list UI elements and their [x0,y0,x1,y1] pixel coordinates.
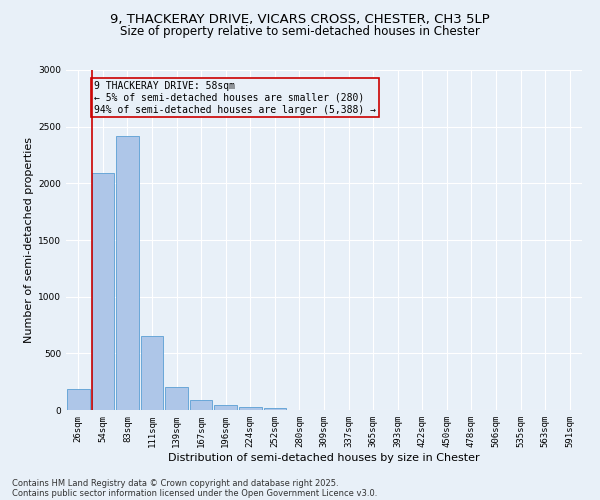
Text: 9, THACKERAY DRIVE, VICARS CROSS, CHESTER, CH3 5LP: 9, THACKERAY DRIVE, VICARS CROSS, CHESTE… [110,12,490,26]
Bar [92,173,114,410]
Bar [239,406,262,410]
Bar [263,408,286,410]
Y-axis label: Number of semi-detached properties: Number of semi-detached properties [24,137,34,343]
Text: Contains HM Land Registry data © Crown copyright and database right 2025.: Contains HM Land Registry data © Crown c… [12,478,338,488]
X-axis label: Distribution of semi-detached houses by size in Chester: Distribution of semi-detached houses by … [168,452,480,462]
Text: 9 THACKERAY DRIVE: 58sqm
← 5% of semi-detached houses are smaller (280)
94% of s: 9 THACKERAY DRIVE: 58sqm ← 5% of semi-de… [94,82,376,114]
Bar [116,136,139,410]
Text: Contains public sector information licensed under the Open Government Licence v3: Contains public sector information licen… [12,488,377,498]
Bar [190,400,212,410]
Bar [67,389,89,410]
Bar [214,406,237,410]
Bar [165,387,188,410]
Text: Size of property relative to semi-detached houses in Chester: Size of property relative to semi-detach… [120,25,480,38]
Bar [140,336,163,410]
